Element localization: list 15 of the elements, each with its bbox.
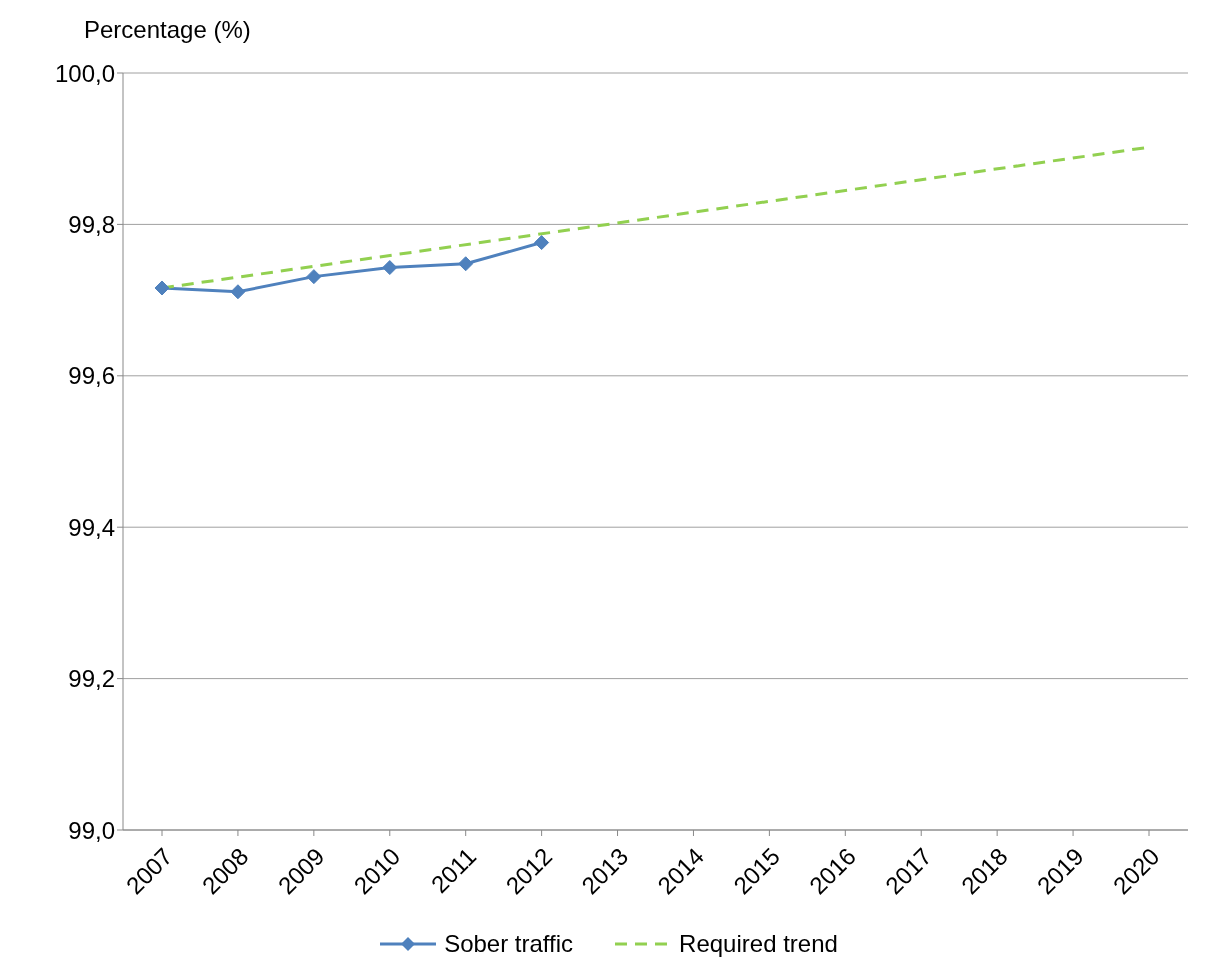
y-tick-label: 99,2 (68, 665, 115, 693)
point (382, 260, 398, 276)
y-tick-label: 99,0 (68, 816, 115, 844)
point (458, 256, 474, 272)
y-tick-label: 99,4 (68, 513, 115, 541)
y-tick-label: 99,6 (68, 362, 115, 390)
y-axis-title: Percentage (%) (84, 16, 251, 44)
y-tick-label: 100,0 (54, 59, 115, 87)
point (306, 269, 322, 285)
legend-label: Sober traffic (443, 930, 574, 958)
point (154, 280, 170, 296)
legend-label: Required trend (678, 930, 838, 958)
point (534, 235, 550, 251)
y-tick-label: 99,8 (68, 210, 115, 238)
point (230, 284, 246, 300)
